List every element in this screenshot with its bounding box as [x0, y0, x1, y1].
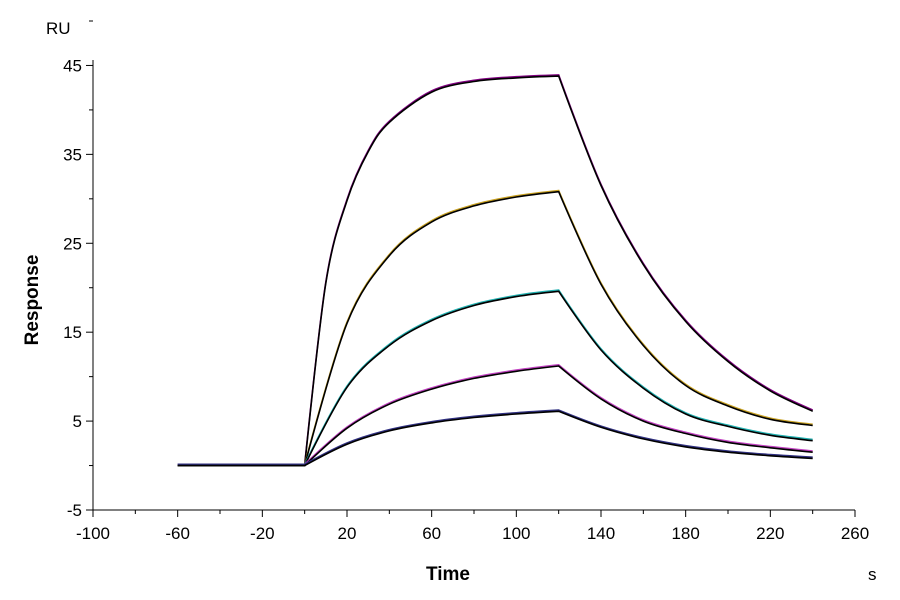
y-tick-label: 45 [63, 56, 82, 75]
x-tick-label: -60 [165, 524, 190, 543]
x-tick-label: -100 [76, 524, 110, 543]
y-unit-label: RU [46, 19, 71, 38]
x-tick-label: 220 [756, 524, 784, 543]
measured-curve-3 [177, 289, 813, 466]
measured-curve-1 [177, 74, 814, 466]
x-axis-title: Time [426, 564, 470, 585]
curves [177, 74, 814, 467]
fit-curve-4 [177, 365, 813, 467]
x-tick-label: 20 [338, 524, 357, 543]
fit-curve-5 [177, 410, 813, 467]
y-tick-label: 5 [73, 412, 82, 431]
x-tick-label: 180 [671, 524, 699, 543]
y-axis-title: Response [22, 255, 43, 346]
x-tick-label: 100 [502, 524, 530, 543]
y-tick-label: -5 [67, 501, 82, 520]
x-tick-label: -20 [250, 524, 275, 543]
measured-curve-4 [177, 363, 813, 466]
x-tick-label: 260 [841, 524, 869, 543]
y-tick-label: 15 [63, 323, 82, 342]
y-tick-label: 25 [63, 234, 82, 253]
y-tick-label: 35 [63, 145, 82, 164]
measured-curve-5 [177, 409, 813, 466]
x-tick-label: 60 [422, 524, 441, 543]
fit-curve-2 [177, 190, 813, 467]
x-tick-label: 140 [587, 524, 615, 543]
fit-curve-1 [177, 75, 814, 467]
axis-ticks: -100 -60 -20 20 60 100 140 180 220 260 -5 5 15 25 35 45 [63, 20, 869, 543]
x-unit-label: s [868, 565, 877, 584]
fit-curve-3 [177, 290, 813, 467]
